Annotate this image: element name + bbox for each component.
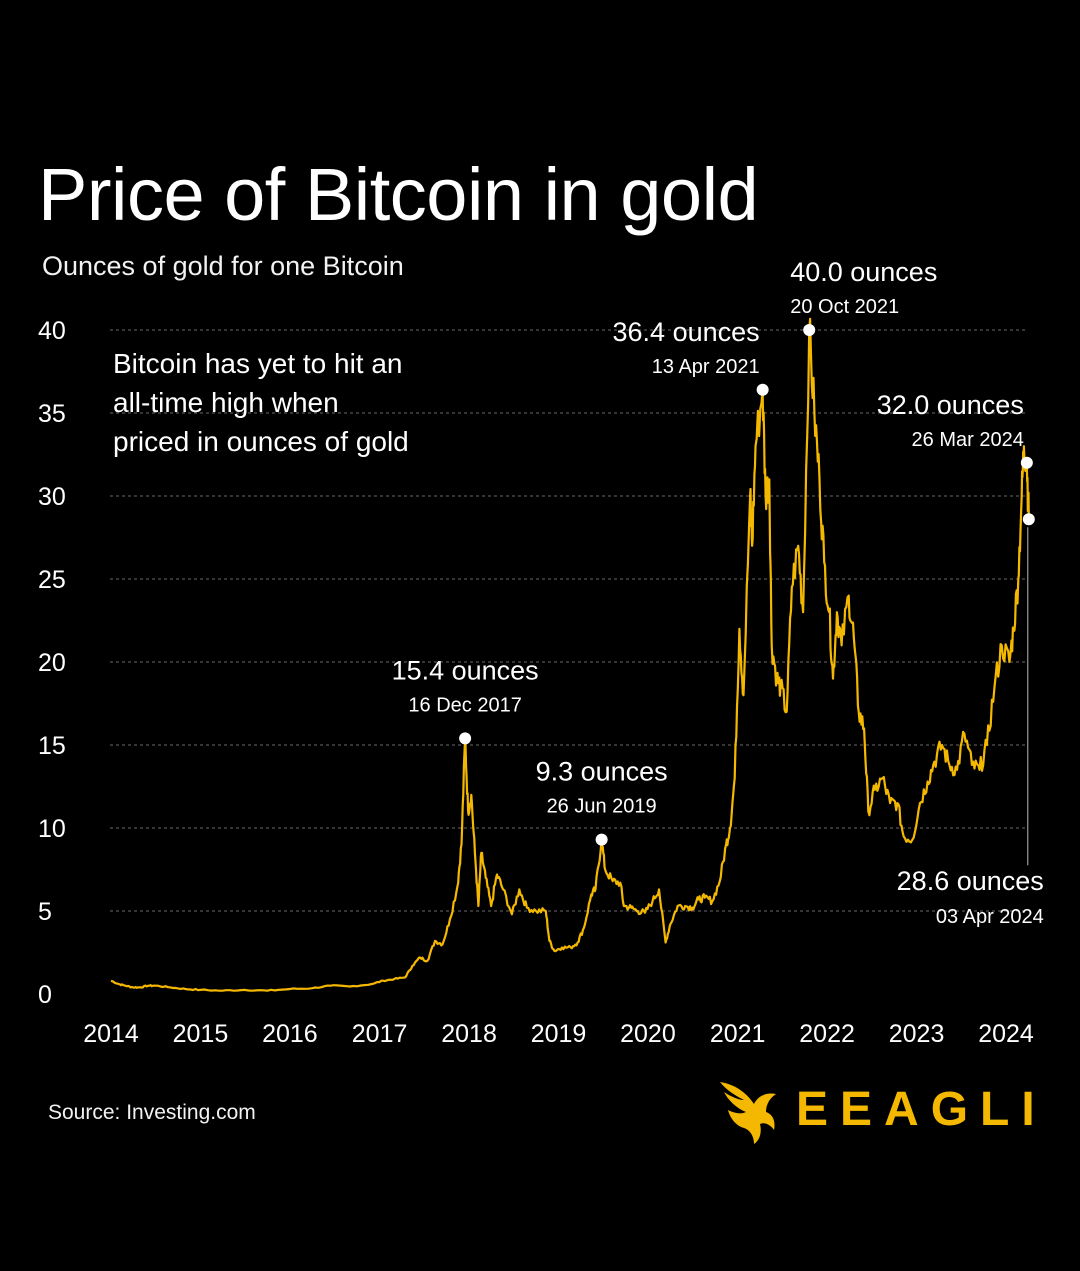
x-tick-label: 2024 [978,1020,1034,1048]
x-tick-label: 2018 [441,1020,497,1048]
y-tick-label: 40 [38,317,66,345]
note-line: priced in ounces of gold [113,426,409,457]
x-tick-label: 2023 [889,1020,945,1048]
annotation-value: 28.6 ounces [897,866,1044,896]
y-tick-label: 5 [38,898,52,926]
source-note: Source: Investing.com [48,1101,256,1124]
annotation-date: 20 Oct 2021 [790,296,899,318]
series-line [110,317,1030,992]
annotation-value: 32.0 ounces [877,390,1024,420]
y-tick-label: 20 [38,649,66,677]
x-tick-label: 2021 [710,1020,766,1048]
chart-title: Price of Bitcoin in gold [38,153,759,236]
x-tick-label: 2017 [352,1020,408,1048]
x-tick-label: 2020 [620,1020,676,1048]
x-tick-label: 2014 [83,1020,139,1048]
annotation-date: 26 Mar 2024 [912,429,1024,451]
annotation-marker [1022,513,1035,526]
annotation-value: 36.4 ounces [613,317,760,347]
annotation-date: 13 Apr 2021 [652,356,760,378]
series-layer [110,317,1030,992]
annotation-date: 26 Jun 2019 [547,796,657,818]
y-tick-label: 30 [38,483,66,511]
y-tick-label: 0 [38,981,52,1009]
note-line: all-time high when [113,387,339,418]
note-line: Bitcoin has yet to hit an [113,348,403,379]
annotation-value: 15.4 ounces [392,655,539,685]
x-tick-label: 2015 [173,1020,229,1048]
x-tick-label: 2016 [262,1020,318,1048]
eagle-icon [720,1082,776,1144]
annotation-marker [459,732,472,745]
chart-subtitle: Ounces of gold for one Bitcoin [42,251,404,281]
annotation-value: 40.0 ounces [790,257,937,287]
y-tick-label: 35 [38,400,66,428]
y-tick-label: 15 [38,732,66,760]
annotation-value: 9.3 ounces [536,757,668,787]
annotations-layer: 15.4 ounces 16 Dec 2017 9.3 ounces 26 Jun 2… [392,257,1044,928]
chart-note: Bitcoin has yet to hit an all-time high w… [113,348,409,457]
x-tick-label: 2019 [531,1020,587,1048]
annotation-marker [756,383,769,396]
y-axis-ticks: 0 5 10 15 20 25 30 35 40 [38,317,66,1009]
x-tick-label: 2022 [799,1020,855,1048]
y-tick-label: 25 [38,566,66,594]
brand-logo: EEAGLI [716,1074,1056,1146]
y-tick-label: 10 [38,815,66,843]
annotation-marker [1020,456,1033,469]
annotation-marker [803,324,816,336]
annotation-marker [595,833,608,846]
annotation-date: 03 Apr 2024 [936,906,1044,928]
x-axis-ticks: 2014 2015 2016 2017 2018 2019 2020 2021 2022 2023… [83,1020,1034,1048]
annotation-date: 16 Dec 2017 [408,694,521,716]
grid-lines [110,329,1028,912]
brand-name: EEAGLI [796,1083,1047,1136]
